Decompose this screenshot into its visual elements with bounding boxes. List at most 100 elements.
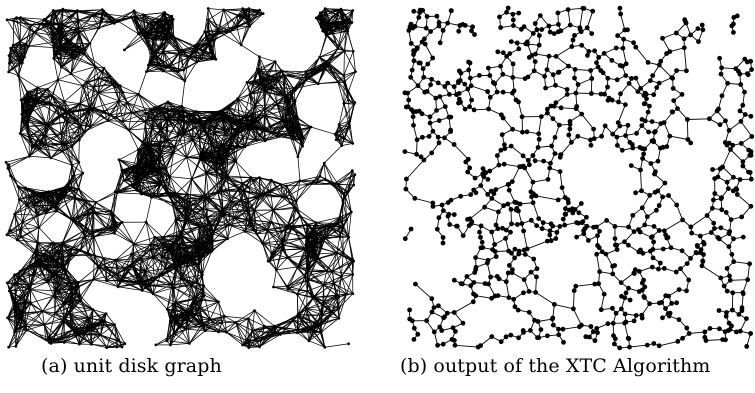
graph-edge — [118, 149, 139, 161]
graph-edge — [127, 102, 146, 122]
graph-edge — [60, 133, 73, 147]
graph-edge — [95, 66, 114, 85]
graph-edge — [7, 282, 31, 290]
graph-edge — [226, 322, 236, 333]
graph-edge — [155, 333, 175, 346]
graph-edge — [128, 129, 139, 150]
graph-edge — [181, 106, 193, 115]
graph-edge — [308, 270, 327, 281]
graph-edge — [118, 159, 140, 165]
graph-edge — [223, 9, 231, 32]
graph-edge — [207, 133, 233, 137]
graph-edge — [333, 283, 353, 294]
graph-edge — [247, 325, 265, 342]
graph-edge — [307, 270, 327, 273]
graph-edge — [72, 279, 94, 290]
graph-edge — [347, 71, 356, 93]
graph-edge — [100, 324, 115, 336]
graph-edge — [154, 279, 175, 289]
graph-edge — [29, 281, 48, 286]
graph-edge — [232, 136, 257, 141]
graph-edge — [308, 340, 325, 348]
graph-edge — [286, 184, 308, 198]
graph-edge — [326, 252, 344, 272]
graph-edge — [142, 290, 154, 295]
graph-edge — [341, 274, 353, 277]
graph-edge — [87, 253, 99, 267]
graph-edge — [196, 111, 215, 113]
graph-edge — [181, 105, 197, 112]
graph-edge — [79, 27, 100, 33]
graph-edge — [95, 66, 99, 79]
graph-edge — [12, 44, 25, 58]
graph-edge — [181, 278, 192, 287]
graph-edge — [160, 173, 177, 195]
graph-edge — [234, 202, 249, 219]
graph-edge — [105, 13, 132, 18]
graph-edge — [342, 200, 352, 213]
graph-edge — [238, 177, 252, 190]
graph-edge — [95, 202, 114, 216]
graph-edge — [265, 91, 278, 105]
graph-edge — [242, 183, 260, 197]
graph-edge — [206, 31, 220, 37]
graph-edge — [246, 209, 255, 221]
graph-edge — [187, 178, 193, 195]
graph-edge — [259, 56, 265, 81]
graph-edge — [254, 191, 271, 211]
graph-edge — [145, 22, 159, 38]
graph-edge — [208, 197, 231, 202]
graph-edge — [250, 221, 272, 227]
graph-edge — [127, 102, 147, 114]
graph-edge — [79, 334, 101, 345]
graph-edge — [294, 126, 311, 131]
graph-edge — [273, 286, 288, 288]
graph-edge — [170, 195, 191, 203]
graph-edge — [189, 330, 206, 344]
graph-edge — [262, 231, 282, 244]
graph-edge — [53, 58, 62, 68]
graph-edge — [106, 343, 125, 348]
graph-edge — [211, 224, 228, 239]
graph-edge — [86, 66, 96, 83]
graph-edge — [71, 146, 80, 163]
graph-edge — [19, 133, 40, 149]
graph-edge — [308, 270, 333, 281]
graph-edge — [176, 193, 193, 211]
graph-edge — [217, 175, 228, 193]
graph-edge — [138, 93, 156, 108]
graph-edge — [73, 175, 76, 198]
graph-edge — [260, 334, 281, 341]
graph-edge — [187, 216, 208, 221]
graph-edge — [152, 274, 161, 294]
graph-edge — [63, 188, 79, 199]
graph-edge — [224, 316, 227, 333]
graph-edge — [292, 138, 303, 147]
graph-edge — [53, 58, 59, 80]
graph-edge — [33, 204, 55, 207]
graph-edge — [297, 332, 310, 342]
graph-edge — [25, 301, 43, 312]
graph-edge — [252, 330, 275, 334]
graph-edge — [276, 257, 288, 271]
graph-edge — [221, 182, 243, 191]
graph-edge — [170, 343, 190, 346]
graph-edge — [228, 107, 245, 117]
graph-edge — [112, 10, 135, 22]
graph-edge — [103, 258, 117, 275]
graph-edge — [144, 173, 162, 184]
graph-edge — [63, 332, 76, 343]
graph-edge — [347, 191, 352, 213]
graph-edge — [320, 8, 342, 14]
graph-edge — [177, 134, 193, 141]
graph-edge — [173, 333, 190, 344]
graph-edge — [230, 201, 255, 211]
graph-edge — [91, 320, 105, 331]
graph-edge — [211, 217, 235, 226]
graph-edge — [117, 20, 139, 35]
graph-edge — [172, 105, 182, 110]
graph-edge — [33, 32, 55, 48]
graph-edge — [276, 266, 298, 271]
graph-edge — [93, 236, 104, 259]
graph-edge — [103, 258, 107, 268]
